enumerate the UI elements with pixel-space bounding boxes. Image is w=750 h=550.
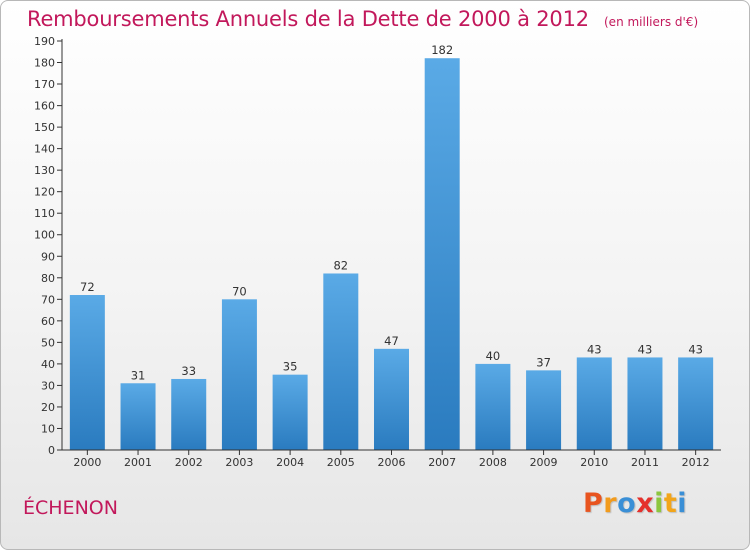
- bar-2012: [678, 357, 714, 450]
- bars: 72 31 33 70 35 82 47 182 40 37 43 43 43: [69, 43, 714, 450]
- x-tick-label: 2008: [479, 456, 507, 469]
- y-tick-label: 40: [41, 358, 55, 371]
- data-label: 43: [688, 342, 703, 356]
- x-tick-label: 2005: [327, 456, 355, 469]
- x-tick-label: 2012: [682, 456, 710, 469]
- y-tick-label: 0: [48, 444, 55, 457]
- x-tick-label: 2006: [378, 456, 406, 469]
- data-label: 182: [431, 43, 453, 57]
- bar-2009: [526, 370, 562, 450]
- bar-2007: [424, 58, 460, 450]
- y-tick-label: 90: [41, 250, 55, 263]
- y-tick-label: 120: [34, 186, 55, 199]
- title-row: Remboursements Annuels de la Dette de 20…: [27, 7, 698, 31]
- x-tick-label: 2007: [428, 456, 456, 469]
- chart-title: Remboursements Annuels de la Dette de 20…: [27, 7, 589, 31]
- bar-2001: [120, 383, 156, 450]
- logo-letter: i: [654, 488, 664, 519]
- logo-letter: P: [583, 488, 604, 519]
- y-tick-label: 10: [41, 422, 55, 435]
- x-tick-label: 2000: [73, 456, 101, 469]
- logo-letter: x: [636, 488, 655, 519]
- y-tick-label: 160: [34, 100, 55, 113]
- data-label: 31: [131, 368, 146, 382]
- y-tick-label: 70: [41, 293, 55, 306]
- x-tick-label: 2009: [530, 456, 558, 469]
- y-tick-label: 80: [41, 272, 55, 285]
- y-tick-label: 20: [41, 401, 55, 414]
- data-label: 72: [80, 280, 95, 294]
- y-tick-label: 30: [41, 379, 55, 392]
- y-tick-label: 130: [34, 164, 55, 177]
- logo-letter: i: [677, 488, 688, 519]
- data-label: 82: [333, 258, 348, 272]
- logo-letter: r: [603, 488, 618, 519]
- y-tick-label: 110: [34, 207, 55, 220]
- proxiti-logo: Proxiti: [583, 488, 687, 519]
- x-tick-label: 2002: [175, 456, 203, 469]
- logo-letter: t: [663, 488, 678, 519]
- logo-letter: o: [617, 488, 637, 519]
- x-tick-label: 2001: [124, 456, 152, 469]
- x-axis: 2000 2001 2002 2003 2004 2005 2006 2007 2008 2009…: [62, 449, 721, 469]
- bar-2006: [374, 348, 409, 450]
- data-label: 43: [587, 342, 602, 356]
- y-tick-label: 150: [34, 121, 55, 134]
- bar-2003: [221, 299, 257, 450]
- data-label: 33: [181, 364, 196, 378]
- y-tick-label: 60: [41, 315, 55, 328]
- y-tick-label: 170: [34, 78, 55, 91]
- x-tick-label: 2011: [631, 456, 659, 469]
- y-tick-label: 50: [41, 336, 55, 349]
- x-tick-label: 2003: [225, 456, 253, 469]
- x-tick-label: 2004: [276, 456, 304, 469]
- data-label: 35: [283, 360, 298, 374]
- data-label: 37: [536, 355, 551, 369]
- y-tick-label: 190: [34, 35, 55, 48]
- data-label: 43: [638, 342, 653, 356]
- commune-name: ÉCHENON: [23, 497, 118, 519]
- bar-2011: [627, 357, 663, 450]
- data-label: 47: [384, 334, 399, 348]
- bar-2008: [475, 363, 511, 450]
- bar-2000: [69, 295, 105, 450]
- bar-2004: [272, 374, 308, 450]
- y-tick-label: 100: [34, 229, 55, 242]
- bar-2010: [576, 357, 612, 450]
- x-tick-label: 2010: [580, 456, 608, 469]
- bar-2005: [323, 273, 359, 450]
- y-tick-label: 180: [34, 57, 55, 70]
- chart-subtitle: (en milliers d'€): [604, 15, 699, 29]
- data-label: 40: [486, 349, 501, 363]
- y-axis: 0 10 20 30 40 50 60 70 80 90 100 110 120 130 140 150 160…: [34, 35, 63, 457]
- bar-2002: [171, 378, 207, 450]
- y-tick-label: 140: [34, 143, 55, 156]
- data-label: 70: [232, 284, 247, 298]
